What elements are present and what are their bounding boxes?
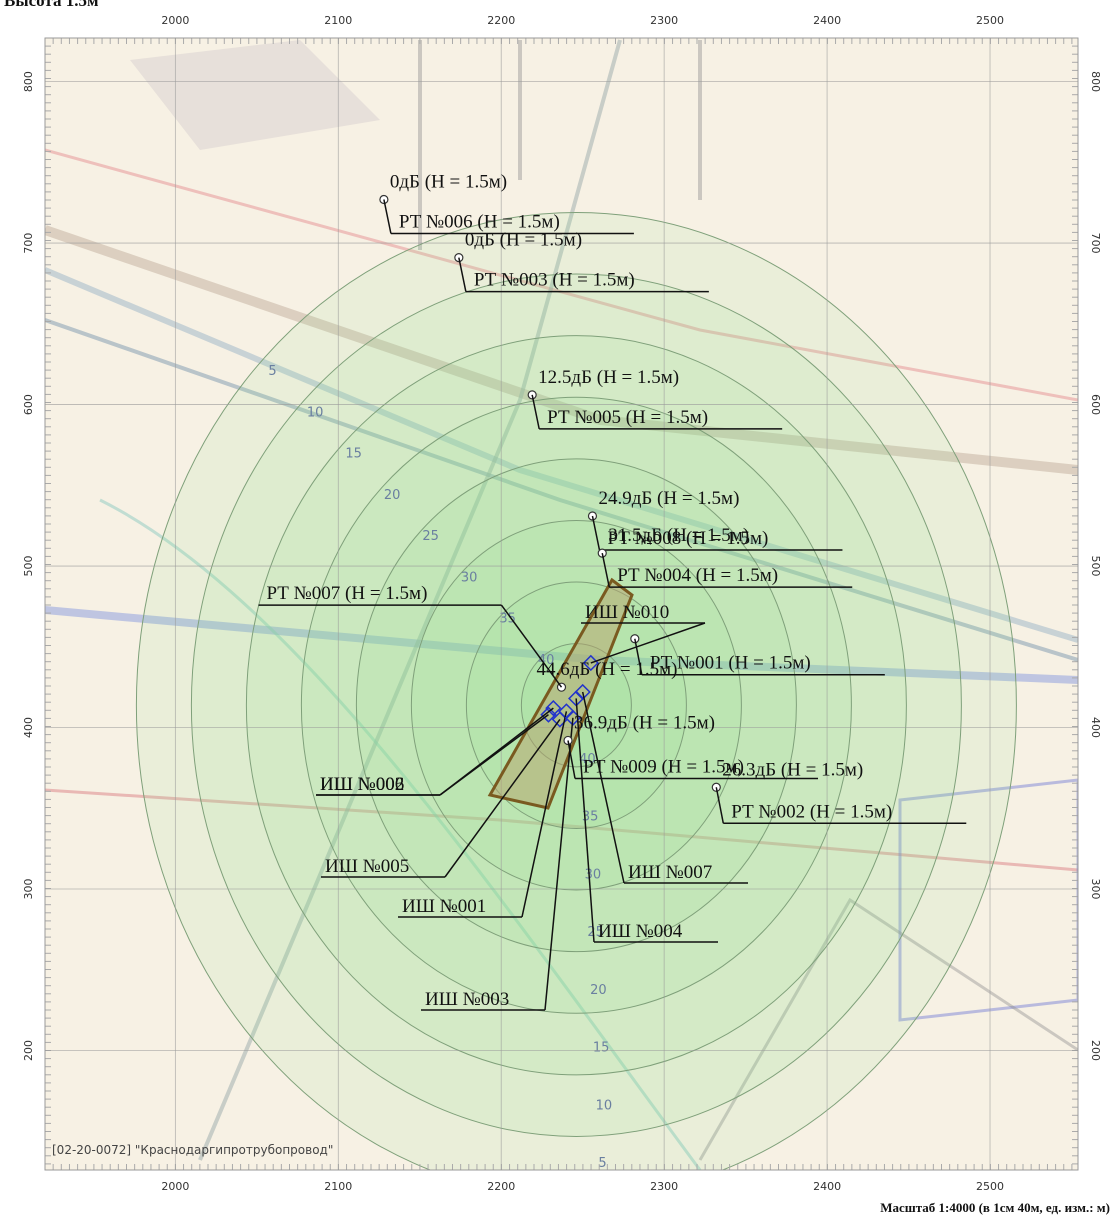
contour-label: 25: [422, 529, 439, 544]
leader-line: [590, 622, 706, 664]
source-label: ИШ №004: [598, 921, 683, 942]
leader-line: [575, 698, 595, 943]
y-tick-label: 600: [1089, 394, 1102, 415]
leader-line: [567, 740, 576, 779]
point-label: РТ №005 (Н = 1.5м): [547, 407, 708, 428]
scale-label: Масштаб 1:4000 (в 1см 40м, ед. изм.: м): [880, 1200, 1110, 1215]
x-tick-label: 2500: [976, 1180, 1004, 1193]
leader-line: [634, 638, 643, 675]
contour-label: 35: [499, 612, 516, 627]
source-label: ИШ №007: [628, 862, 712, 883]
contour-label: 40: [579, 752, 596, 767]
x-tick-label: 2500: [976, 14, 1004, 27]
value-label: 24.9дБ (Н = 1.5м): [598, 488, 739, 509]
x-tick-label: 2100: [324, 14, 352, 27]
leader-line: [521, 711, 568, 918]
y-tick-label: 200: [22, 1040, 35, 1061]
leader-line: [591, 515, 601, 551]
y-tick-label: 300: [1089, 879, 1102, 900]
leader-line: [383, 199, 392, 234]
noise-source: [558, 703, 575, 720]
building: [487, 577, 634, 810]
contour-label: 20: [384, 488, 401, 503]
point-label: РТ №007 (Н = 1.5м): [267, 583, 428, 604]
header-title: Высота 1.5м: [4, 0, 99, 10]
source-label: ИШ №006: [320, 774, 404, 795]
y-tick-label: 500: [22, 556, 35, 577]
contour-label: 15: [345, 447, 362, 462]
y-tick-label: 800: [22, 71, 35, 92]
point-label: РТ №009 (Н = 1.5м): [583, 756, 744, 777]
x-tick-label: 2000: [161, 1180, 189, 1193]
value-label: 26.3дБ (Н = 1.5м): [722, 759, 863, 780]
contour-label: 30: [585, 867, 602, 882]
y-tick-label: 400: [22, 717, 35, 738]
y-tick-label: 600: [22, 394, 35, 415]
y-tick-label: 700: [1089, 233, 1102, 254]
leader-line: [601, 552, 610, 588]
noise-source: [574, 683, 591, 701]
value-label: 0дБ (Н = 1.5м): [390, 171, 507, 192]
value-label: 12.5дБ (Н = 1.5м): [538, 367, 679, 388]
point-label: РТ №006 (Н = 1.5м): [399, 211, 560, 232]
point-label: РТ №001 (Н = 1.5м): [650, 653, 811, 674]
point-label: РТ №004 (Н = 1.5м): [617, 565, 778, 586]
y-tick-label: 500: [1089, 556, 1102, 577]
x-tick-label: 2000: [161, 14, 189, 27]
x-tick-label: 2100: [324, 1180, 352, 1193]
leader-line: [531, 394, 540, 430]
noise-source: [582, 654, 599, 672]
y-tick-label: 700: [22, 233, 35, 254]
y-tick-label: 800: [1089, 71, 1102, 92]
contour-label: 15: [593, 1041, 610, 1056]
value-label: 0дБ (Н = 1.5м): [465, 230, 582, 251]
point-label: РТ №008 (Н = 1.5м): [607, 528, 768, 549]
contour-label: 40: [538, 653, 555, 668]
leader-line: [444, 719, 561, 878]
leader-line: [715, 787, 725, 824]
y-tick-label: 200: [1089, 1040, 1102, 1061]
x-tick-label: 2200: [487, 1180, 515, 1193]
base-map: [45, 39, 1078, 1170]
source-label: ИШ №010: [585, 602, 669, 623]
source-label: ИШ №001: [402, 896, 486, 917]
leader-line: [458, 257, 467, 292]
leader-line: [500, 604, 563, 688]
source-label: ИШ №003: [425, 989, 509, 1010]
source-label: ИШ №005: [325, 856, 409, 877]
contour-label: 35: [582, 810, 599, 825]
x-tick-label: 2300: [650, 1180, 678, 1193]
leader-line: [544, 717, 574, 1011]
contour-label: 5: [598, 1156, 606, 1171]
x-tick-label: 2400: [813, 14, 841, 27]
noise-source: [564, 709, 582, 726]
map-frame: [44, 37, 1079, 1171]
contour-label: 20: [590, 983, 607, 998]
value-label: 44.6дБ (Н = 1.5м): [537, 659, 678, 680]
value-label: 36.9дБ (Н = 1.5м): [574, 712, 715, 733]
contour-label: 10: [596, 1098, 613, 1113]
value-label: 31.5дБ (Н = 1.5м): [608, 525, 749, 546]
x-tick-label: 2200: [487, 14, 515, 27]
contour-label: 30: [461, 570, 478, 585]
leader-line: [439, 707, 554, 796]
point-label: РТ №003 (Н = 1.5м): [474, 270, 635, 291]
y-tick-label: 300: [22, 879, 35, 900]
watermark: [02-20-0072] "Краснодаргипротрубопровод": [52, 1143, 333, 1157]
leader-line: [581, 691, 625, 884]
contour-label: 10: [307, 405, 324, 420]
noise-source: [568, 690, 585, 707]
y-tick-label: 400: [1089, 717, 1102, 738]
x-tick-label: 2400: [813, 1180, 841, 1193]
x-tick-label: 2300: [650, 14, 678, 27]
contour-label: 5: [268, 364, 276, 379]
point-label: РТ №002 (Н = 1.5м): [731, 801, 892, 822]
contour-label: 25: [587, 925, 604, 940]
source-label: ИШ №002: [320, 774, 404, 795]
